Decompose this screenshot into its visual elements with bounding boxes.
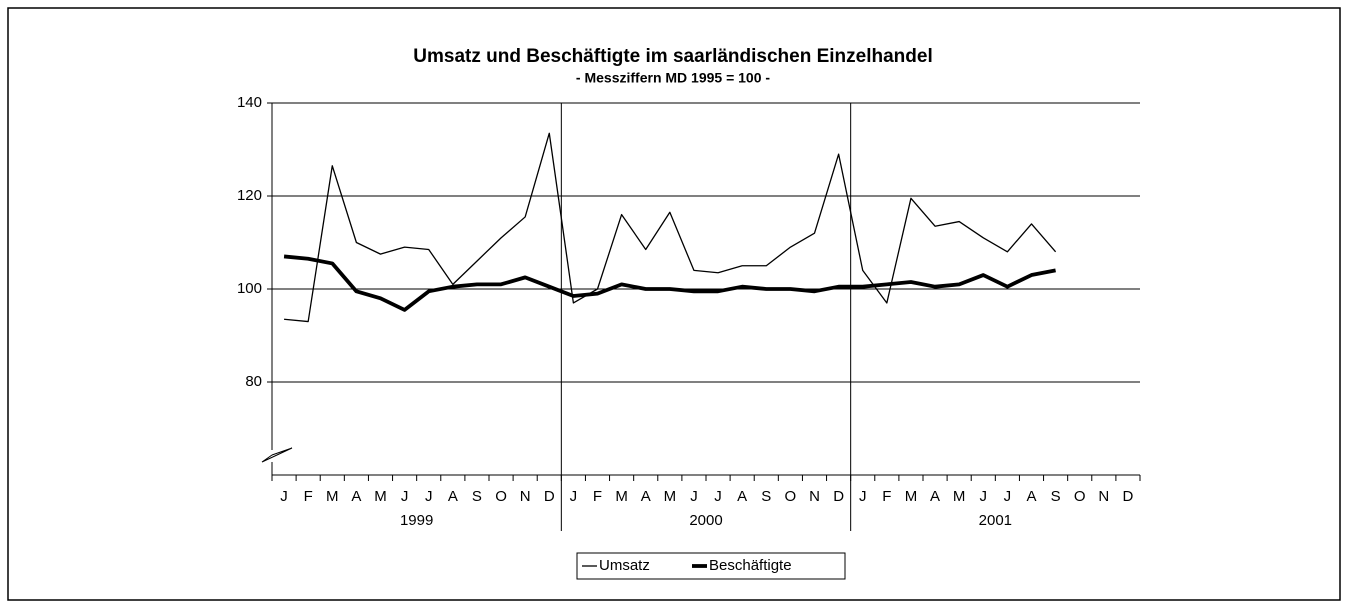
x-tick-label: S [472, 488, 482, 505]
group-label: 2000 [689, 512, 722, 529]
x-tick-label: M [905, 488, 918, 505]
x-tick-label: A [351, 488, 361, 505]
group-label: 1999 [400, 512, 433, 529]
x-tick-label: J [425, 488, 433, 505]
legend-box [576, 552, 846, 580]
x-tick-label: J [690, 488, 698, 505]
x-tick-label: N [520, 488, 531, 505]
x-tick-label: J [859, 488, 867, 505]
chart-title: Umsatz und Beschäftigte im saarländische… [413, 46, 932, 67]
x-tick-label: O [495, 488, 507, 505]
series-line [283, 254, 1056, 312]
x-tick-label: M [374, 488, 387, 505]
x-tick-label: D [1123, 488, 1134, 505]
chart-frame [7, 7, 1341, 601]
x-tick-label: J [401, 488, 409, 505]
x-tick-label: A [641, 488, 651, 505]
x-tick-label: M [326, 488, 339, 505]
x-tick-label: F [882, 488, 891, 505]
x-tick-label: J [570, 488, 578, 505]
x-tick-label: D [833, 488, 844, 505]
x-tick-label: A [448, 488, 458, 505]
series-line [283, 132, 1057, 323]
group-label: 2001 [979, 512, 1012, 529]
x-tick-label: D [544, 488, 555, 505]
y-tick-label: 120 [237, 187, 262, 204]
x-tick-label: O [785, 488, 797, 505]
x-tick-label: N [1098, 488, 1109, 505]
x-tick-label: S [761, 488, 771, 505]
x-tick-label: J [714, 488, 722, 505]
x-tick-label: A [737, 488, 747, 505]
legend-label: Umsatz [599, 557, 650, 574]
x-tick-label: F [304, 488, 313, 505]
x-tick-label: F [593, 488, 602, 505]
axis-break [261, 447, 293, 463]
x-tick-label: J [280, 488, 288, 505]
x-tick-label: J [980, 488, 988, 505]
y-tick-label: 80 [245, 373, 262, 390]
x-tick-label: M [953, 488, 966, 505]
x-tick-label: A [1026, 488, 1036, 505]
x-tick-label: J [1004, 488, 1012, 505]
x-tick-label: N [809, 488, 820, 505]
y-tick-label: 140 [237, 94, 262, 111]
x-tick-label: M [615, 488, 628, 505]
x-tick-label: M [664, 488, 677, 505]
legend-label: Beschäftigte [709, 557, 792, 574]
x-tick-label: A [930, 488, 940, 505]
y-tick-label: 100 [237, 280, 262, 297]
x-tick-label: O [1074, 488, 1086, 505]
chart-subtitle: - Messziffern MD 1995 = 100 - [576, 70, 770, 86]
x-tick-label: S [1051, 488, 1061, 505]
